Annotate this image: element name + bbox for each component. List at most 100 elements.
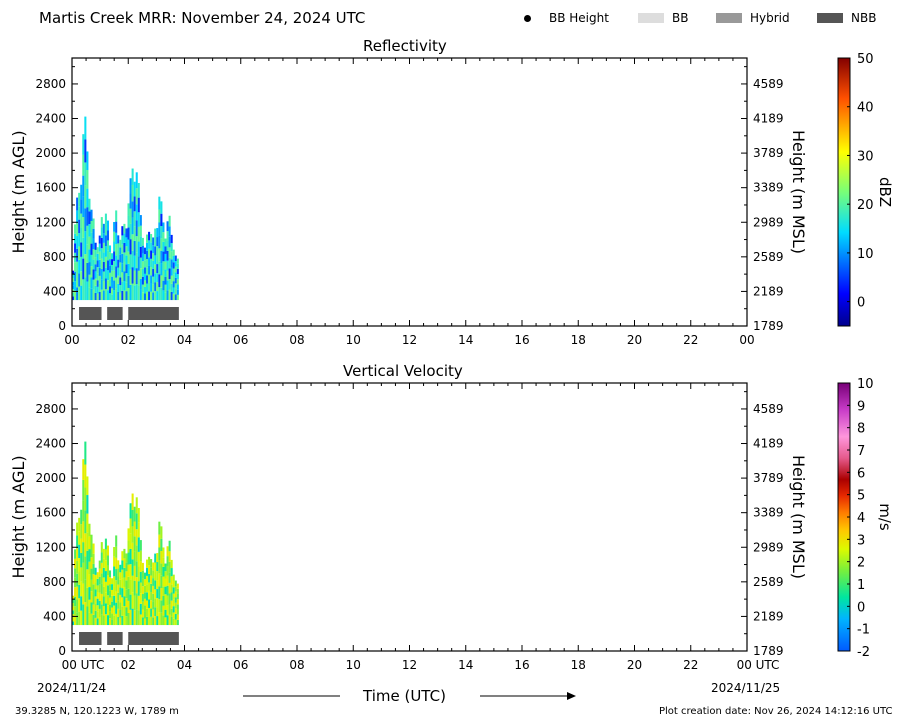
data-cell bbox=[127, 275, 130, 288]
data-cell bbox=[100, 604, 103, 615]
data-cell bbox=[139, 225, 142, 237]
data-cell bbox=[125, 589, 128, 599]
data-cell bbox=[98, 592, 101, 601]
data-cell bbox=[133, 196, 136, 212]
data-cell bbox=[168, 247, 171, 258]
data-cell bbox=[162, 280, 165, 291]
data-cell bbox=[78, 598, 81, 612]
data-cell bbox=[100, 593, 103, 605]
data-cell bbox=[143, 585, 146, 593]
data-cell bbox=[106, 270, 109, 281]
data-cell bbox=[152, 609, 155, 618]
data-cell bbox=[106, 565, 109, 576]
data-cell bbox=[170, 592, 173, 601]
data-cell bbox=[84, 579, 87, 603]
data-cell bbox=[150, 267, 153, 276]
data-cell bbox=[82, 175, 85, 197]
data-cell bbox=[164, 563, 167, 572]
data-cell bbox=[141, 284, 144, 293]
data-cell bbox=[150, 559, 153, 568]
data-cell bbox=[121, 578, 124, 589]
data-cell bbox=[148, 565, 151, 574]
data-cell bbox=[98, 292, 101, 301]
data-cell bbox=[104, 538, 107, 550]
data-cell bbox=[88, 198, 91, 212]
data-cell bbox=[141, 253, 144, 262]
data-cell bbox=[84, 556, 87, 580]
data-cell bbox=[152, 292, 155, 301]
data-cell bbox=[80, 256, 83, 272]
data-cell bbox=[160, 600, 163, 613]
data-cell bbox=[162, 586, 165, 596]
data-cell bbox=[176, 268, 179, 275]
data-cell bbox=[78, 611, 81, 626]
data-cell bbox=[139, 603, 142, 615]
data-cell bbox=[143, 280, 146, 287]
data-cell bbox=[86, 495, 89, 514]
data-cell bbox=[162, 222, 165, 233]
data-cell bbox=[121, 235, 124, 245]
data-cell bbox=[141, 609, 144, 618]
data-cell bbox=[160, 250, 163, 264]
data-cell bbox=[72, 606, 75, 611]
data-cell bbox=[82, 279, 85, 301]
data-cell bbox=[113, 576, 116, 587]
data-cell bbox=[88, 224, 91, 237]
colorbar-tick-label: -1 bbox=[857, 623, 870, 638]
x-tick-label: 22 bbox=[683, 333, 698, 347]
data-cell bbox=[162, 290, 165, 301]
x-axis-title: Time (UTC) bbox=[363, 687, 446, 705]
data-cell bbox=[141, 292, 144, 301]
data-cell bbox=[127, 588, 130, 601]
data-cell bbox=[127, 540, 130, 553]
data-cell bbox=[164, 601, 167, 610]
y-tick-label-right: 4589 bbox=[753, 77, 784, 91]
data-cell bbox=[78, 571, 81, 585]
data-cell bbox=[125, 264, 128, 274]
data-cell bbox=[166, 565, 169, 576]
data-cell bbox=[108, 597, 112, 605]
data-cell bbox=[154, 255, 157, 265]
data-cell bbox=[154, 291, 157, 301]
data-cell bbox=[90, 557, 93, 569]
data-cell bbox=[135, 529, 138, 546]
data-cell bbox=[94, 278, 97, 286]
data-cell bbox=[143, 598, 146, 606]
data-cell bbox=[166, 221, 169, 232]
data-cell bbox=[156, 273, 159, 283]
data-cell bbox=[152, 570, 155, 579]
data-cell bbox=[143, 286, 146, 294]
data-cell bbox=[129, 533, 132, 549]
data-cell bbox=[74, 577, 77, 588]
data-cell bbox=[108, 265, 112, 273]
data-cell bbox=[82, 479, 85, 501]
data-cell bbox=[170, 559, 173, 569]
x-tick-label: 08 bbox=[289, 333, 304, 347]
data-cell bbox=[82, 134, 85, 155]
data-cell bbox=[74, 290, 77, 301]
data-cell bbox=[80, 567, 83, 582]
data-cell bbox=[78, 246, 81, 260]
data-cell bbox=[176, 599, 179, 605]
data-cell bbox=[117, 291, 120, 301]
data-cell bbox=[139, 561, 142, 572]
data-cell bbox=[133, 211, 136, 227]
data-cell bbox=[76, 223, 79, 237]
data-cell bbox=[164, 246, 167, 254]
data-cell bbox=[98, 600, 101, 609]
data-cell bbox=[139, 246, 142, 258]
data-cell bbox=[86, 606, 89, 626]
data-cell bbox=[100, 562, 103, 574]
x-tick-label: 14 bbox=[458, 333, 473, 347]
data-cell bbox=[84, 185, 87, 209]
data-cell bbox=[119, 564, 122, 573]
data-cell bbox=[150, 592, 153, 601]
data-cell bbox=[150, 258, 153, 268]
data-cell bbox=[123, 261, 126, 272]
data-cell bbox=[133, 285, 136, 301]
data-cell bbox=[82, 217, 85, 238]
colorbar-tick-label: 0 bbox=[857, 600, 865, 615]
data-cell bbox=[115, 232, 118, 245]
data-cell bbox=[106, 575, 109, 586]
